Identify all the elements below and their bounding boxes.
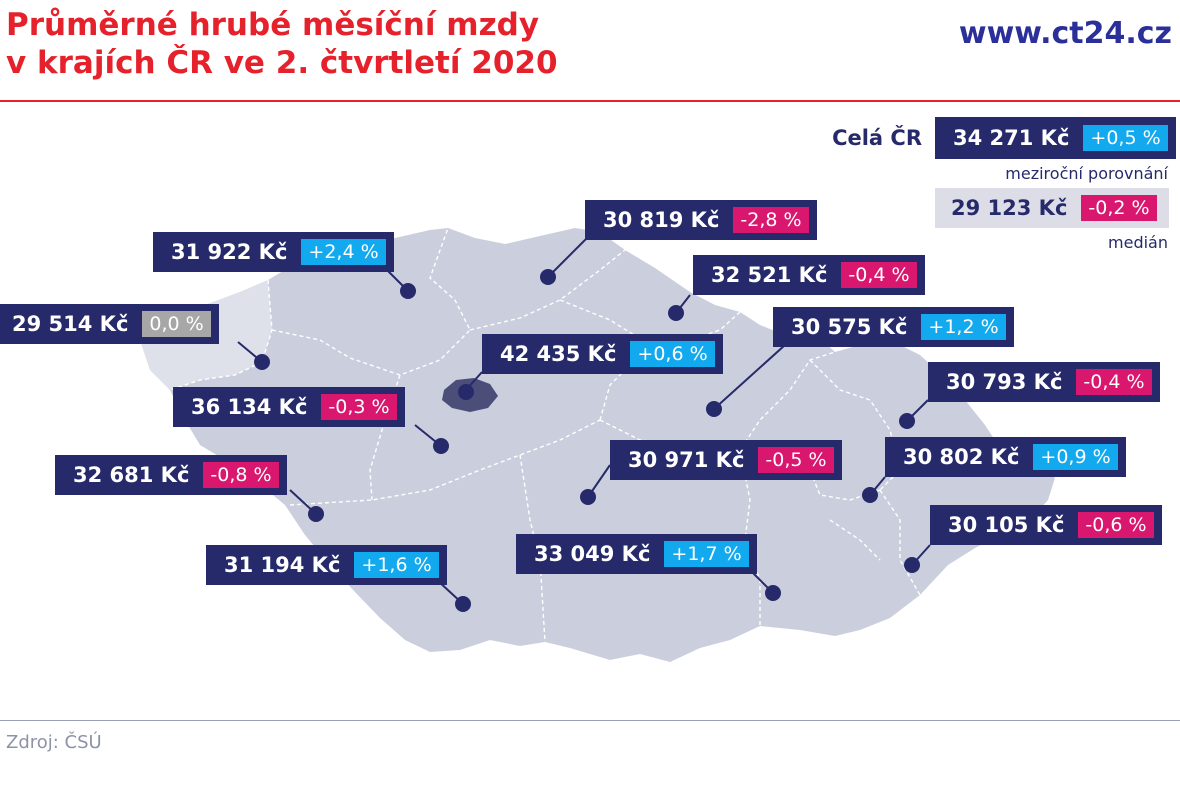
median-change-badge: -0,2 %: [1081, 195, 1157, 221]
region-change-badge: 0,0 %: [142, 311, 211, 337]
marker-central-bohemia: [433, 438, 449, 454]
region-label: 31 194 Kč +1,6 %: [206, 545, 447, 585]
marker-pardubice: [706, 401, 722, 417]
region-label: 36 134 Kč -0,3 %: [173, 387, 405, 427]
marker-plzen: [308, 506, 324, 522]
marker-hradec: [668, 305, 684, 321]
site-link[interactable]: www.ct24.cz: [958, 16, 1172, 51]
footer-divider: [0, 720, 1180, 721]
country-change-badge: +0,5 %: [1083, 125, 1168, 151]
source-note: Zdroj: ČSÚ: [6, 732, 102, 753]
median-note: medián: [1108, 233, 1168, 252]
region-change-badge: +1,7 %: [664, 541, 749, 567]
region-label: 30 793 Kč -0,4 %: [928, 362, 1160, 402]
region-change-badge: +1,2 %: [921, 314, 1006, 340]
region-value: 30 793 Kč: [946, 370, 1063, 394]
page-title: Průměrné hrubé měsíční mzdy v krajích ČR…: [6, 6, 558, 82]
marker-prague: [458, 384, 474, 400]
region-label: 42 435 Kč +0,6 %: [482, 334, 723, 374]
region-label: 30 802 Kč +0,9 %: [885, 437, 1126, 477]
region-value: 30 971 Kč: [628, 448, 745, 472]
region-value: 30 105 Kč: [948, 513, 1065, 537]
region-change-badge: -0,8 %: [203, 462, 279, 488]
region-value: 33 049 Kč: [534, 542, 651, 566]
country-label: Celá ČR: [832, 126, 922, 150]
region-label: 30 971 Kč -0,5 %: [610, 440, 842, 480]
region-change-badge: -0,6 %: [1078, 512, 1154, 538]
region-value: 30 575 Kč: [791, 315, 908, 339]
country-value: 34 271 Kč: [953, 126, 1070, 150]
region-label: 31 922 Kč +2,4 %: [153, 232, 394, 272]
region-change-badge: -2,8 %: [733, 207, 809, 233]
region-change-badge: -0,4 %: [1076, 369, 1152, 395]
region-label: 32 681 Kč -0,8 %: [55, 455, 287, 495]
marker-karlovy-vary: [254, 354, 270, 370]
region-value: 31 194 Kč: [224, 553, 341, 577]
region-value: 30 802 Kč: [903, 445, 1020, 469]
marker-south-bohemia: [455, 596, 471, 612]
marker-usti: [540, 269, 556, 285]
title-line-1: Průměrné hrubé měsíční mzdy: [6, 7, 540, 43]
region-value: 32 521 Kč: [711, 263, 828, 287]
region-change-badge: -0,3 %: [321, 394, 397, 420]
region-value: 32 681 Kč: [73, 463, 190, 487]
region-label: 32 521 Kč -0,4 %: [693, 255, 925, 295]
region-change-badge: +0,6 %: [630, 341, 715, 367]
region-value: 29 514 Kč: [12, 312, 129, 336]
region-label: 29 514 Kč 0,0 %: [0, 304, 219, 344]
region-change-badge: +0,9 %: [1033, 444, 1118, 470]
region-value: 30 819 Kč: [603, 208, 720, 232]
region-value: 42 435 Kč: [500, 342, 617, 366]
marker-vysocina: [580, 489, 596, 505]
region-change-badge: +1,6 %: [354, 552, 439, 578]
region-value: 31 922 Kč: [171, 240, 288, 264]
marker-south-moravia: [765, 585, 781, 601]
region-change-badge: -0,4 %: [841, 262, 917, 288]
median-value: 29 123 Kč: [951, 196, 1068, 220]
region-label: 30 819 Kč -2,8 %: [585, 200, 817, 240]
region-value: 36 134 Kč: [191, 395, 308, 419]
marker-moravia-silesia: [862, 487, 878, 503]
region-change-badge: +2,4 %: [301, 239, 386, 265]
country-summary: 34 271 Kč +0,5 %: [935, 117, 1176, 159]
marker-olomouc: [899, 413, 915, 429]
yoy-note: meziroční porovnání: [1005, 164, 1168, 183]
header-divider: [0, 100, 1180, 102]
region-label: 30 575 Kč +1,2 %: [773, 307, 1014, 347]
marker-liberec: [400, 283, 416, 299]
title-line-2: v krajích ČR ve 2. čtvrtletí 2020: [6, 45, 558, 81]
region-markers: [254, 269, 920, 612]
region-label: 33 049 Kč +1,7 %: [516, 534, 757, 574]
marker-zlin: [904, 557, 920, 573]
region-change-badge: -0,5 %: [758, 447, 834, 473]
region-label: 30 105 Kč -0,6 %: [930, 505, 1162, 545]
median-summary: 29 123 Kč -0,2 %: [935, 188, 1169, 228]
